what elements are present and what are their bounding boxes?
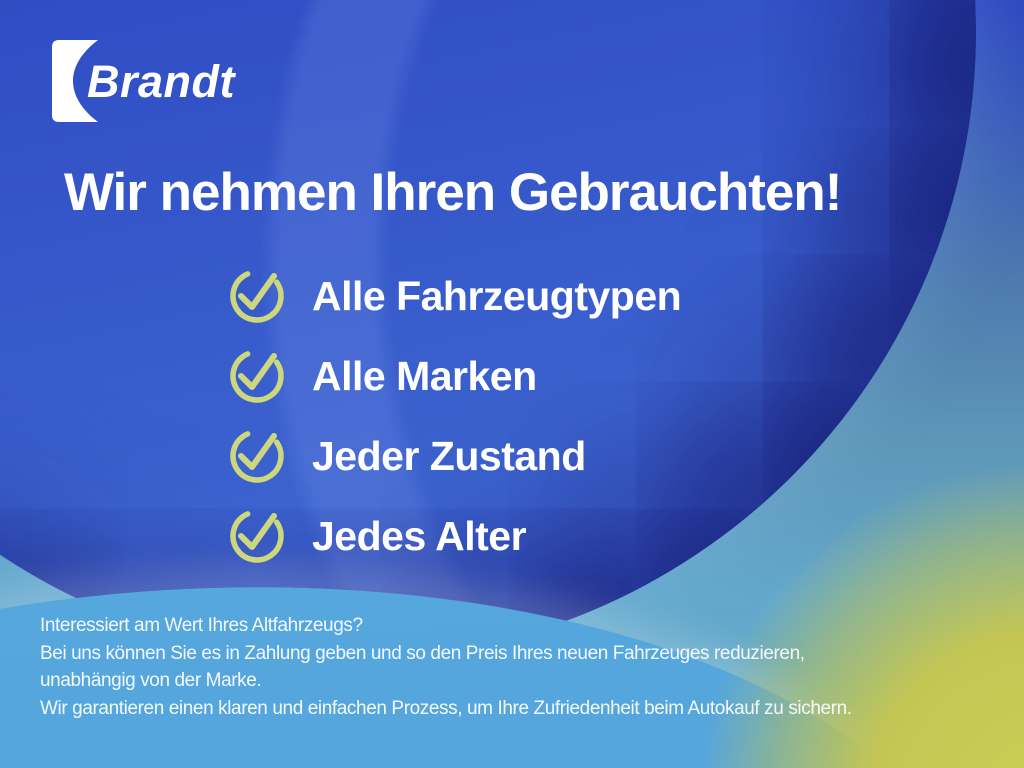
list-item: Alle Fahrzeugtypen [226, 256, 682, 336]
door-bracket-icon [52, 40, 100, 122]
feature-checklist: Alle Fahrzeugtypen Alle Marken [226, 256, 682, 576]
footer-line: unabhängig von der Marke. [40, 670, 262, 691]
footer-line: Bei uns können Sie es in Zahlung geben u… [40, 642, 805, 664]
list-item-label: Alle Marken [312, 352, 537, 399]
page-title: Wir nehmen Ihren Gebrauchten! [64, 163, 842, 222]
check-circle-icon [226, 425, 288, 487]
footer-line: Wir garantieren einen klaren und einfach… [40, 697, 852, 719]
list-item-label: Jedes Alter [312, 512, 527, 559]
check-circle-icon [226, 505, 288, 567]
list-item: Alle Marken [226, 336, 681, 416]
footer-line: Interessiert am Wert Ihres Altfahrzeugs? [40, 615, 363, 636]
brand-logo: Brandt [52, 40, 235, 122]
list-item: Jeder Zustand [226, 416, 681, 496]
check-circle-icon [226, 265, 288, 327]
list-item-label: Jeder Zustand [312, 432, 586, 479]
footer-text: Interessiert am Wert Ihres Altfahrzeugs?… [40, 612, 852, 722]
list-item-label: Alle Fahrzeugtypen [312, 272, 682, 319]
brand-name: Brandt [87, 55, 235, 107]
check-circle-icon [226, 345, 288, 407]
list-item: Jedes Alter [226, 496, 681, 576]
